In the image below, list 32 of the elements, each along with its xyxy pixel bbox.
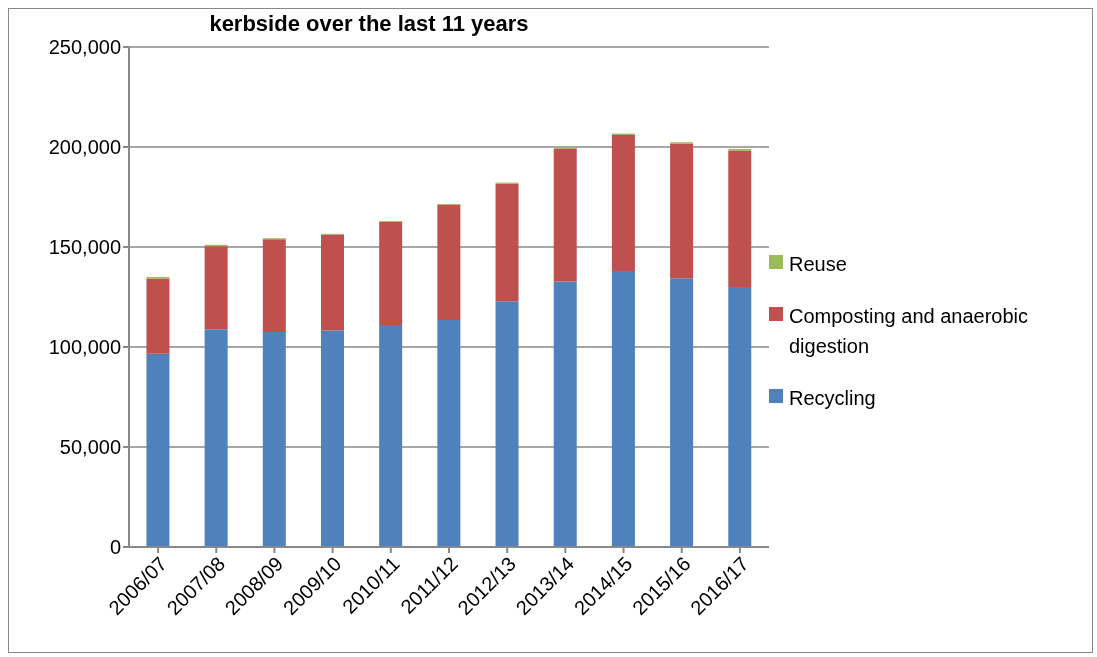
bar	[553, 281, 577, 547]
legend-label: Composting and anaerobic digestion	[789, 304, 1030, 359]
legend-label: Recycling	[789, 386, 876, 411]
bar	[495, 183, 519, 302]
legend-label: Reuse	[789, 252, 847, 277]
chart-title: kerbside over the last 11 years	[208, 11, 530, 37]
bar	[495, 301, 519, 547]
bar	[728, 150, 752, 287]
bar	[728, 287, 752, 547]
bar	[611, 271, 635, 547]
y-tick-label: 100,000	[48, 336, 121, 359]
bar	[204, 329, 228, 547]
y-tick-label: 250,000	[48, 36, 121, 59]
bar	[437, 204, 461, 320]
bar	[379, 325, 403, 547]
bar	[146, 353, 170, 547]
y-tick-label: 200,000	[48, 136, 121, 159]
bar	[553, 148, 577, 282]
bar	[611, 135, 635, 271]
bar	[321, 234, 344, 331]
bar	[379, 221, 403, 325]
bar	[204, 246, 228, 330]
bar	[146, 278, 170, 354]
bar	[262, 332, 286, 547]
bar	[321, 330, 344, 547]
bar	[670, 278, 694, 547]
bar	[437, 320, 461, 547]
y-tick-label: 150,000	[48, 236, 121, 259]
y-tick-label: 0	[109, 536, 121, 559]
y-tick-label: 50,000	[59, 436, 121, 459]
bar	[670, 143, 694, 279]
bar	[262, 239, 286, 332]
